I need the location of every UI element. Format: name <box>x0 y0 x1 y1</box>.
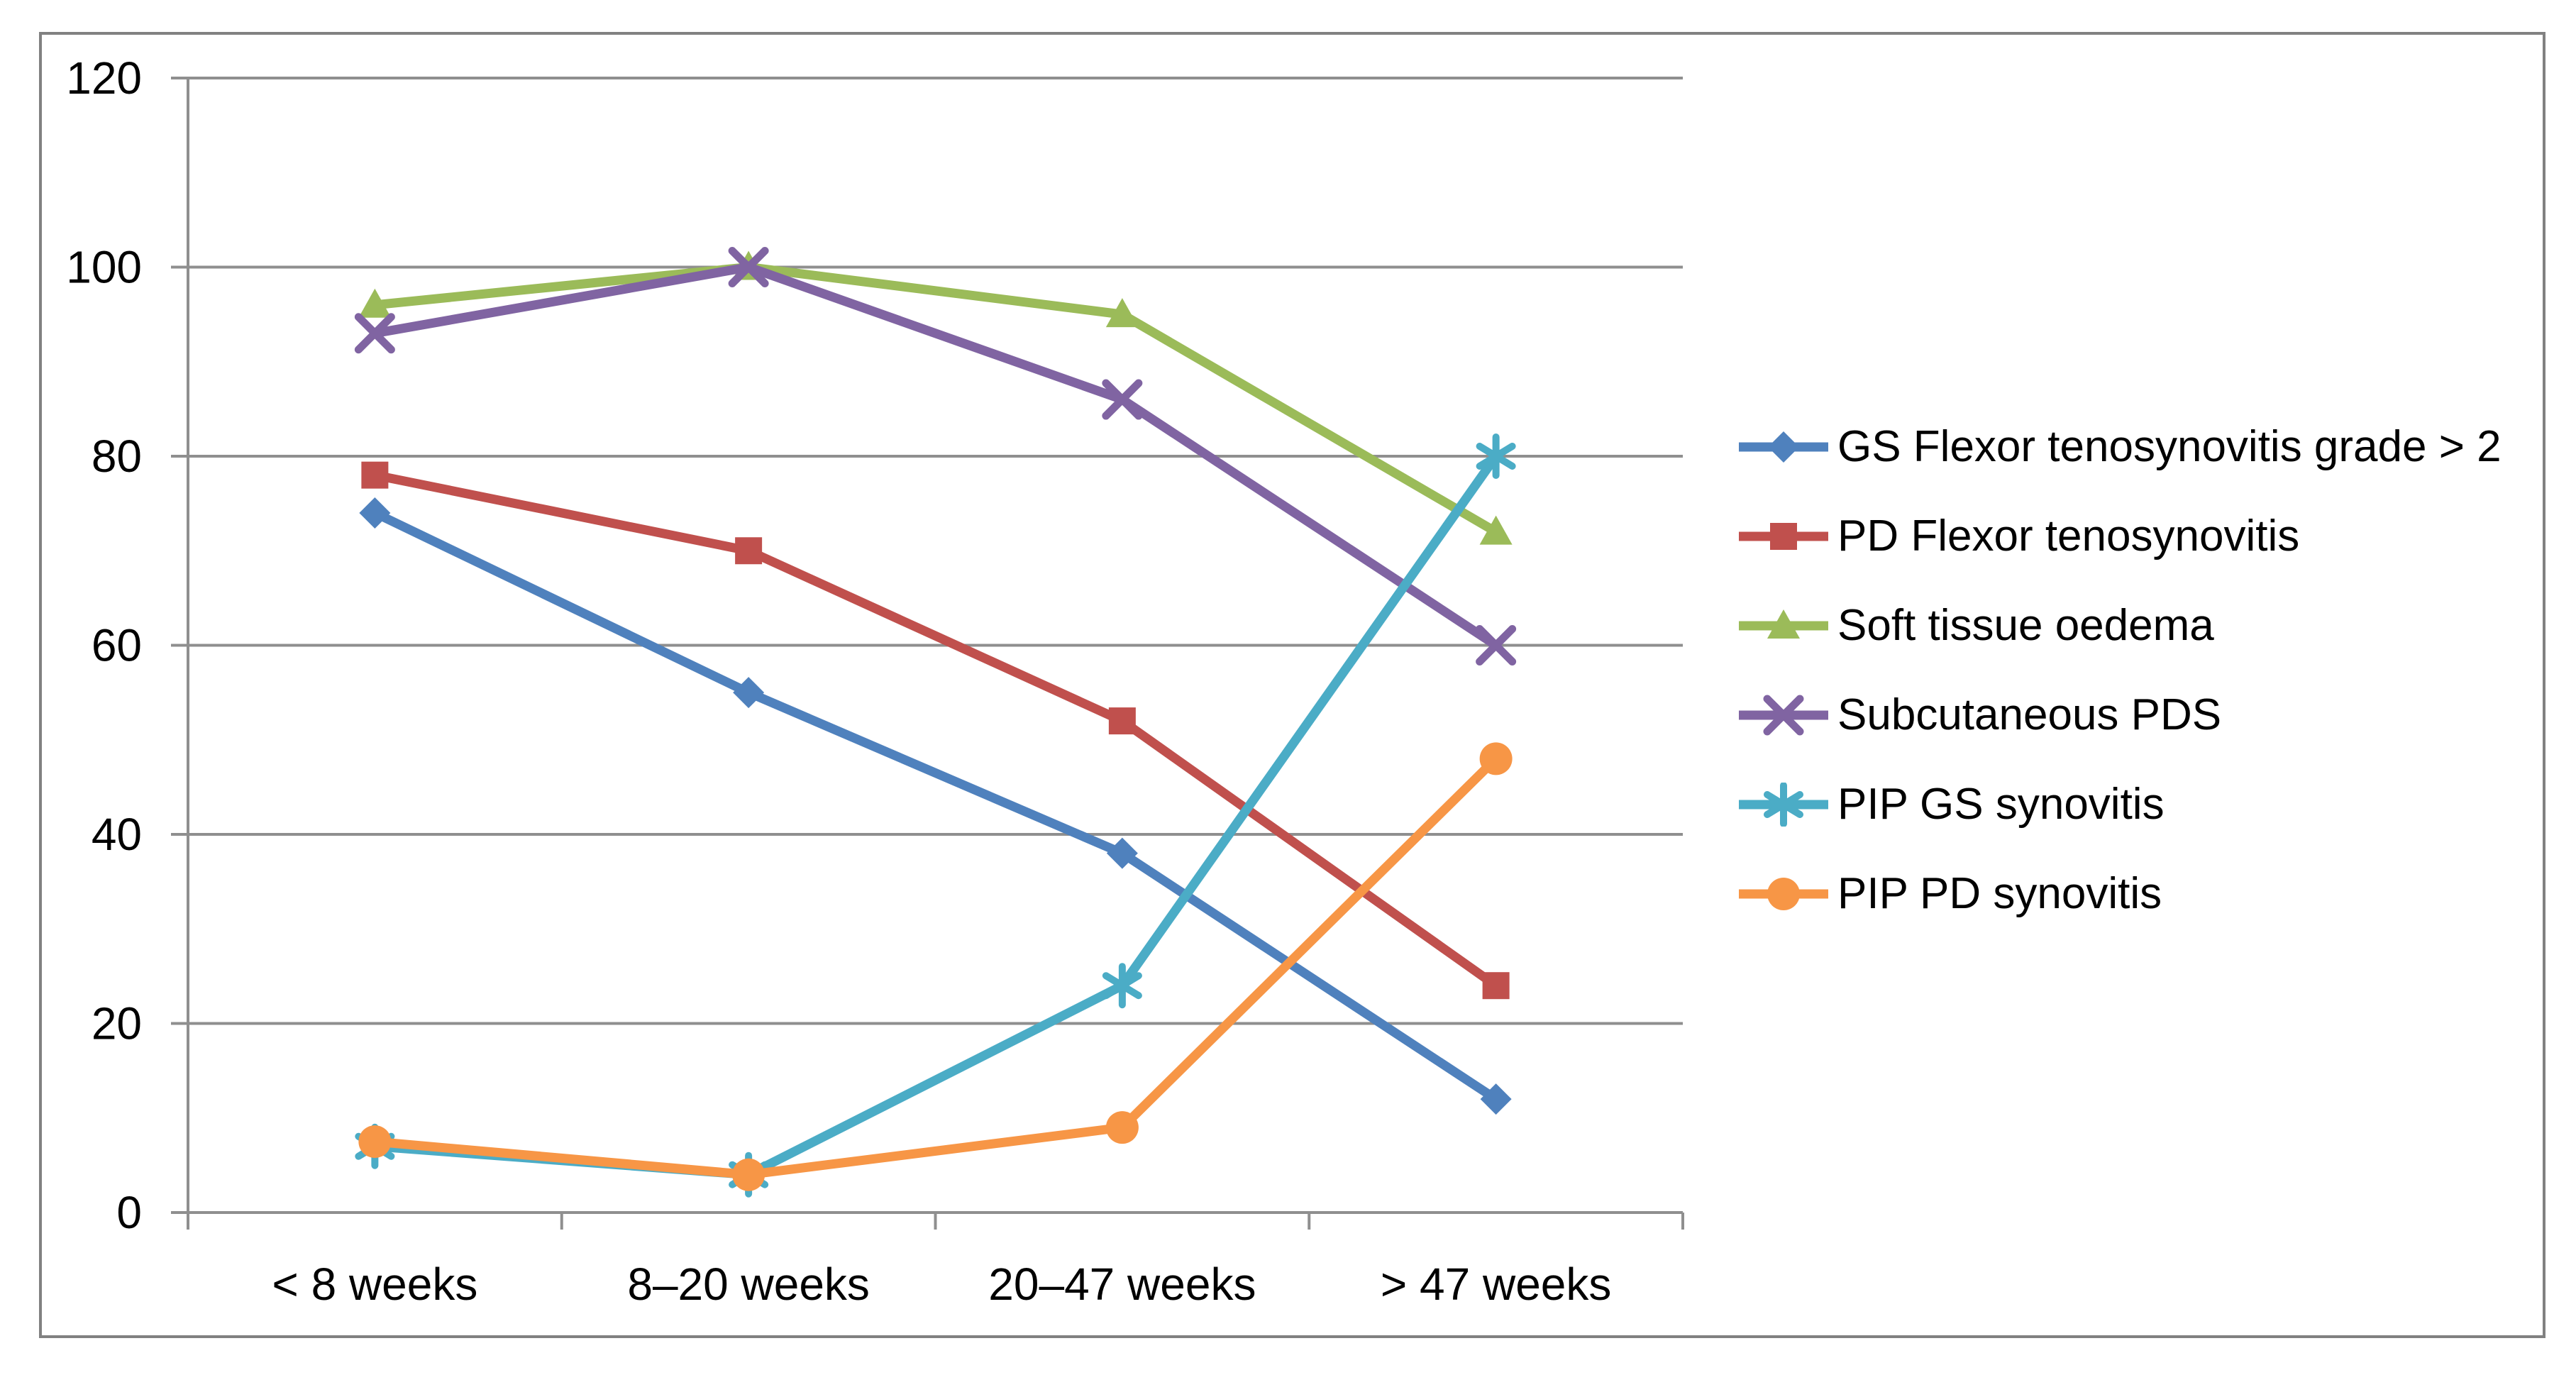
legend-item: GS Flexor tenosynovitis grade > 2 <box>1737 402 2553 492</box>
square-data-marker <box>361 461 389 489</box>
diamond-data-marker <box>1768 431 1799 463</box>
legend-circle-marker-icon <box>1739 878 1828 910</box>
series-line <box>370 263 1501 537</box>
x-category-label: > 47 weeks <box>1381 1259 1612 1310</box>
legend-triangle-marker-icon <box>1739 609 1828 639</box>
series-line <box>370 451 1501 1180</box>
asterisk-data-marker <box>1476 434 1516 479</box>
legend-item: PD Flexor tenosynovitis <box>1737 492 2553 581</box>
series-line <box>370 508 1501 1104</box>
x-category-label: 8–20 weeks <box>627 1259 870 1310</box>
y-axis-tick-label: 0 <box>116 1187 142 1238</box>
x-data-marker <box>728 247 769 287</box>
y-axis-tick-label: 100 <box>66 242 142 293</box>
x-data-marker <box>1476 625 1517 666</box>
triangle-data-marker <box>1767 609 1800 639</box>
y-axis-tick-label: 40 <box>92 809 142 860</box>
legend-x-marker-icon <box>1739 695 1828 736</box>
diamond-data-marker <box>733 677 765 709</box>
legend-item: Soft tissue oedema <box>1737 581 2553 670</box>
series-line <box>370 470 1501 990</box>
legend-asterisk-marker-icon <box>1739 783 1828 827</box>
series-line <box>370 753 1501 1180</box>
legend-diamond-marker-icon <box>1739 431 1828 463</box>
x-data-marker <box>1102 379 1143 420</box>
triangle-data-marker <box>1479 515 1513 545</box>
y-axis-tick-label: 80 <box>92 431 142 482</box>
legend-square-marker-icon <box>1739 523 1828 550</box>
square-data-marker <box>1482 972 1510 1000</box>
triangle-data-marker <box>1105 298 1139 328</box>
diamond-data-marker <box>1106 837 1138 869</box>
chart-legend: GS Flexor tenosynovitis grade > 2 PD Fle… <box>1737 402 2553 939</box>
circle-data-marker <box>1767 878 1800 910</box>
asterisk-data-marker <box>1102 963 1142 1009</box>
circle-data-marker <box>358 1125 392 1159</box>
circle-data-marker <box>1479 742 1513 775</box>
y-axis-tick-label: 20 <box>92 998 142 1049</box>
x-category-label: < 8 weeks <box>272 1259 477 1310</box>
x-data-marker <box>1763 695 1804 736</box>
square-data-marker <box>1108 707 1136 735</box>
legend-item: Subcutaneous PDS <box>1737 670 2553 760</box>
x-category-label: 20–47 weeks <box>988 1259 1256 1310</box>
diamond-data-marker <box>359 497 391 529</box>
legend-label: PIP PD synovitis <box>1837 869 2162 918</box>
y-axis-tick-label: 120 <box>66 53 142 104</box>
legend-item: PIP PD synovitis <box>1737 849 2553 939</box>
legend-label: PIP GS synovitis <box>1837 780 2165 829</box>
legend-label: Subcutaneous PDS <box>1837 690 2222 739</box>
y-axis-tick-label: 60 <box>92 620 142 671</box>
legend-label: Soft tissue oedema <box>1837 601 2214 650</box>
circle-data-marker <box>1105 1111 1139 1144</box>
series-line <box>370 263 1501 650</box>
diamond-data-marker <box>1480 1083 1512 1115</box>
x-data-marker <box>354 313 395 354</box>
triangle-data-marker <box>358 288 392 318</box>
legend-label: PD Flexor tenosynovitis <box>1837 512 2300 561</box>
circle-data-marker <box>732 1158 765 1191</box>
square-data-marker <box>735 537 763 565</box>
legend-label: GS Flexor tenosynovitis grade > 2 <box>1837 422 2502 471</box>
asterisk-data-marker <box>1764 783 1803 827</box>
legend-item: PIP GS synovitis <box>1737 760 2553 849</box>
square-data-marker <box>1770 523 1797 550</box>
